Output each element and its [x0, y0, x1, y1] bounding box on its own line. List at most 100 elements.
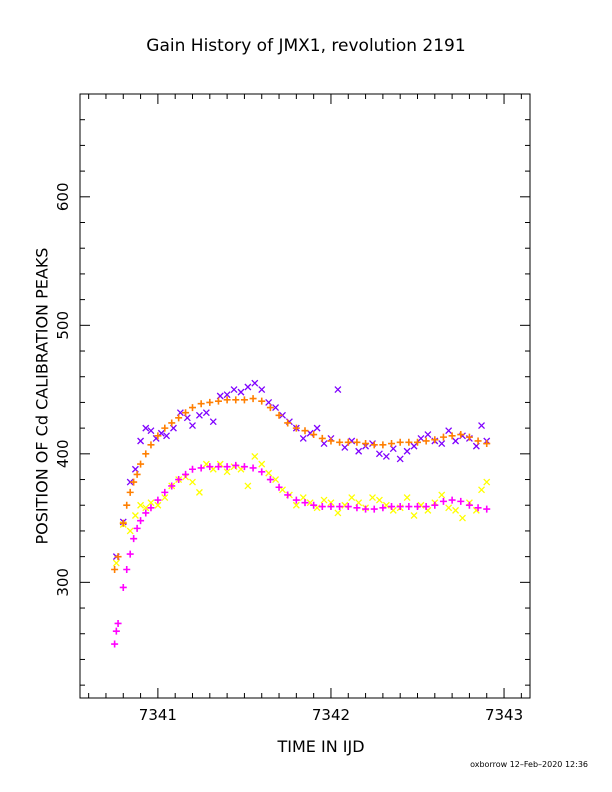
data-point	[403, 494, 411, 501]
data-point	[362, 440, 370, 448]
data-point	[465, 501, 473, 509]
data-point	[266, 404, 274, 412]
data-point	[209, 418, 217, 426]
data-point	[147, 499, 155, 507]
data-point	[131, 512, 139, 519]
data-point	[112, 559, 120, 567]
data-point	[284, 491, 292, 499]
data-point	[168, 482, 176, 490]
x-tick-label: 7341	[139, 706, 177, 724]
data-point	[292, 496, 300, 504]
data-point	[375, 496, 383, 504]
data-point	[266, 476, 274, 484]
data-points	[111, 379, 491, 648]
data-point	[223, 463, 231, 471]
data-point	[272, 404, 280, 412]
data-point	[320, 496, 328, 504]
data-point	[355, 447, 363, 455]
data-point	[195, 411, 203, 419]
data-point	[251, 452, 259, 460]
data-point	[137, 501, 145, 509]
series	[112, 452, 491, 567]
x-tick-label: 7343	[485, 706, 523, 724]
data-point	[161, 424, 169, 432]
data-point	[237, 388, 245, 396]
data-point	[119, 519, 127, 527]
data-point	[258, 468, 266, 476]
plot-frame	[79, 93, 531, 699]
data-point	[313, 424, 321, 432]
data-point	[223, 396, 231, 404]
data-point	[223, 468, 231, 476]
data-point	[403, 447, 411, 455]
data-point	[189, 404, 196, 412]
data-point	[240, 396, 248, 404]
data-point	[123, 565, 131, 573]
data-point	[474, 504, 482, 512]
data-point	[422, 503, 430, 511]
data-point	[111, 565, 119, 573]
data-point	[483, 478, 491, 486]
data-point	[334, 509, 342, 517]
data-point	[142, 424, 150, 432]
data-point	[197, 464, 205, 472]
data-point	[119, 583, 127, 591]
data-point	[301, 499, 309, 507]
footer-note: oxborrow 12–Feb–2020 12:36	[470, 760, 588, 769]
data-point	[334, 386, 342, 394]
data-point	[206, 398, 214, 406]
data-point	[175, 414, 183, 422]
data-point	[258, 460, 266, 468]
data-point	[448, 432, 456, 440]
data-point	[301, 427, 309, 435]
data-point	[388, 503, 396, 511]
data-point	[182, 470, 190, 478]
data-point	[214, 463, 222, 471]
data-point	[483, 440, 491, 448]
data-point	[318, 503, 326, 511]
data-point	[154, 432, 162, 440]
y-tick-label: 500	[54, 311, 72, 340]
data-point	[230, 386, 238, 394]
data-point	[348, 437, 356, 445]
data-point	[265, 469, 273, 477]
data-point	[388, 440, 396, 448]
data-point	[275, 483, 283, 491]
data-point	[147, 427, 155, 435]
data-point	[292, 501, 300, 509]
data-point	[452, 506, 460, 514]
y-axis-label: POSITION OF Cd CALIBRATION PEAKS	[32, 247, 52, 545]
data-point	[375, 450, 383, 458]
data-point	[258, 386, 266, 394]
data-point	[137, 460, 145, 468]
data-point	[353, 504, 361, 512]
data-point	[214, 397, 222, 405]
data-point	[348, 494, 356, 501]
data-point	[410, 512, 418, 519]
data-point	[147, 441, 155, 449]
data-point	[137, 517, 145, 525]
data-point	[133, 524, 141, 532]
data-point	[142, 504, 150, 512]
data-point	[396, 455, 404, 463]
data-point	[431, 501, 439, 509]
data-point	[396, 503, 404, 511]
data-point	[161, 488, 169, 496]
data-point	[168, 419, 176, 427]
chart-title: Gain History of JMX1, revolution 2191	[146, 36, 466, 56]
data-point	[465, 433, 473, 441]
data-point	[272, 476, 280, 483]
data-point	[327, 437, 335, 445]
data-point	[206, 463, 214, 471]
data-point	[336, 503, 344, 511]
data-point	[439, 433, 447, 441]
y-tick-label: 300	[54, 568, 72, 597]
data-point	[478, 486, 485, 494]
data-point	[142, 509, 150, 517]
data-point	[249, 395, 257, 403]
data-point	[327, 499, 335, 507]
data-point	[410, 442, 418, 450]
data-point	[478, 422, 485, 430]
data-point	[249, 464, 257, 472]
series	[112, 379, 491, 561]
